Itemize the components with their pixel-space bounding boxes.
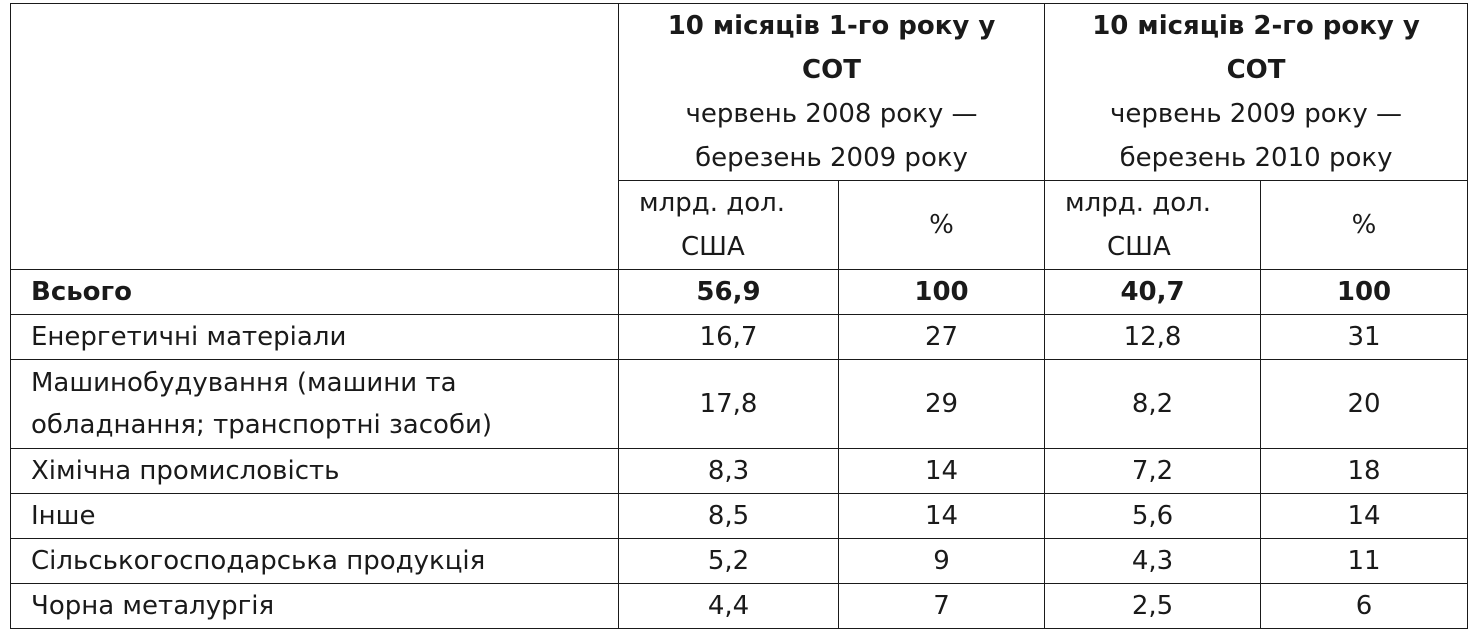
header-row-units: млрд. дол. США % млрд. дол. США % (11, 180, 1469, 270)
unit-usd-period-2: млрд. дол. США (1044, 180, 1262, 270)
table-row: Хімічна промисловість 8,3 14 7,2 18 (10, 448, 1469, 494)
table-row: Енергетичні матеріали 16,7 27 12,8 31 (10, 314, 1469, 360)
value-period-1: 8,3 (618, 448, 839, 494)
row-label: Сільськогосподарська продукція (10, 538, 619, 584)
value-period-1: 5,2 (618, 538, 839, 584)
period-2-title-line1: 10 місяців 2-го року у (1092, 11, 1420, 41)
value-period-2: 8,2 (1044, 359, 1262, 449)
period-2-title-line2: СОТ (1226, 55, 1286, 85)
percent-period-1: 9 (837, 538, 1046, 584)
header-period-1: 10 місяців 1-го року у СОТ червень 2008 … (617, 3, 1046, 181)
value-period-2: 12,8 (1044, 314, 1262, 360)
percent-period-2: 11 (1260, 538, 1469, 584)
row-label-line1: Машинобудування (машини та (31, 368, 457, 398)
percent-period-1: 29 (837, 359, 1046, 449)
row-label: Інше (10, 493, 619, 539)
percent-period-1: 14 (837, 448, 1046, 494)
period-1-title-line1: 10 місяців 1-го року у (667, 11, 996, 41)
percent-period-1: 27 (837, 314, 1046, 360)
percent-period-2: 14 (1260, 493, 1469, 539)
percent-period-2: 20 (1260, 359, 1469, 449)
value-period-1: 4,4 (618, 583, 839, 629)
period-1-title-line2: СОТ (802, 55, 861, 85)
unit-usd-line2: США (681, 232, 745, 262)
percent-period-1: 14 (837, 493, 1046, 539)
period-1-range-line2: березень 2009 року (695, 143, 968, 173)
row-label: Енергетичні матеріали (10, 314, 619, 360)
header-empty-cell (10, 3, 619, 270)
row-label: Хімічна промисловість (10, 448, 619, 494)
percent-period-2: 6 (1260, 583, 1469, 629)
period-1-range-line1: червень 2008 року — (685, 99, 978, 129)
row-label: Машинобудування (машини та обладнання; т… (10, 359, 619, 449)
percent-period-1: 100 (837, 269, 1046, 315)
period-2-range-line1: червень 2009 року — (1110, 99, 1402, 129)
value-period-2: 7,2 (1044, 448, 1262, 494)
row-label: Чорна металургія (10, 583, 619, 629)
value-period-1: 16,7 (618, 314, 839, 360)
value-period-1: 17,8 (618, 359, 839, 449)
unit-usd-period-1: млрд. дол. США (618, 180, 839, 270)
unit-usd-line1: млрд. дол. (1065, 188, 1212, 218)
percent-period-1: 7 (837, 583, 1046, 629)
table-row: Сільськогосподарська продукція 5,2 9 4,3… (10, 538, 1469, 584)
table-row: Інше 8,5 14 5,6 14 (10, 493, 1469, 539)
period-2-range-line2: березень 2010 року (1119, 143, 1393, 173)
value-period-2: 40,7 (1044, 269, 1262, 315)
export-structure-table: 10 місяців 1-го року у СОТ червень 2008 … (10, 3, 1469, 629)
header-row-periods: 10 місяців 1-го року у СОТ червень 2008 … (10, 3, 1469, 270)
row-label-line2: обладнання; транспортні засоби) (31, 410, 493, 440)
value-period-2: 2,5 (1044, 583, 1262, 629)
table-row: Машинобудування (машини та обладнання; т… (10, 359, 1469, 449)
percent-period-2: 31 (1260, 314, 1469, 360)
percent-period-2: 18 (1260, 448, 1469, 494)
unit-usd-line2: США (1107, 232, 1171, 262)
value-period-2: 5,6 (1044, 493, 1262, 539)
unit-percent-period-2: % (1260, 180, 1469, 270)
table-row: Чорна металургія 4,4 7 2,5 6 (10, 583, 1469, 629)
table-row-total: Всього 56,9 100 40,7 100 (10, 269, 1469, 315)
value-period-1: 8,5 (618, 493, 839, 539)
header-period-2: 10 місяців 2-го року у СОТ червень 2009 … (1044, 3, 1469, 181)
value-period-2: 4,3 (1044, 538, 1262, 584)
row-label: Всього (10, 269, 619, 315)
unit-usd-line1: млрд. дол. (639, 188, 786, 218)
percent-period-2: 100 (1260, 269, 1469, 315)
value-period-1: 56,9 (618, 269, 839, 315)
unit-percent-period-1: % (837, 180, 1046, 270)
